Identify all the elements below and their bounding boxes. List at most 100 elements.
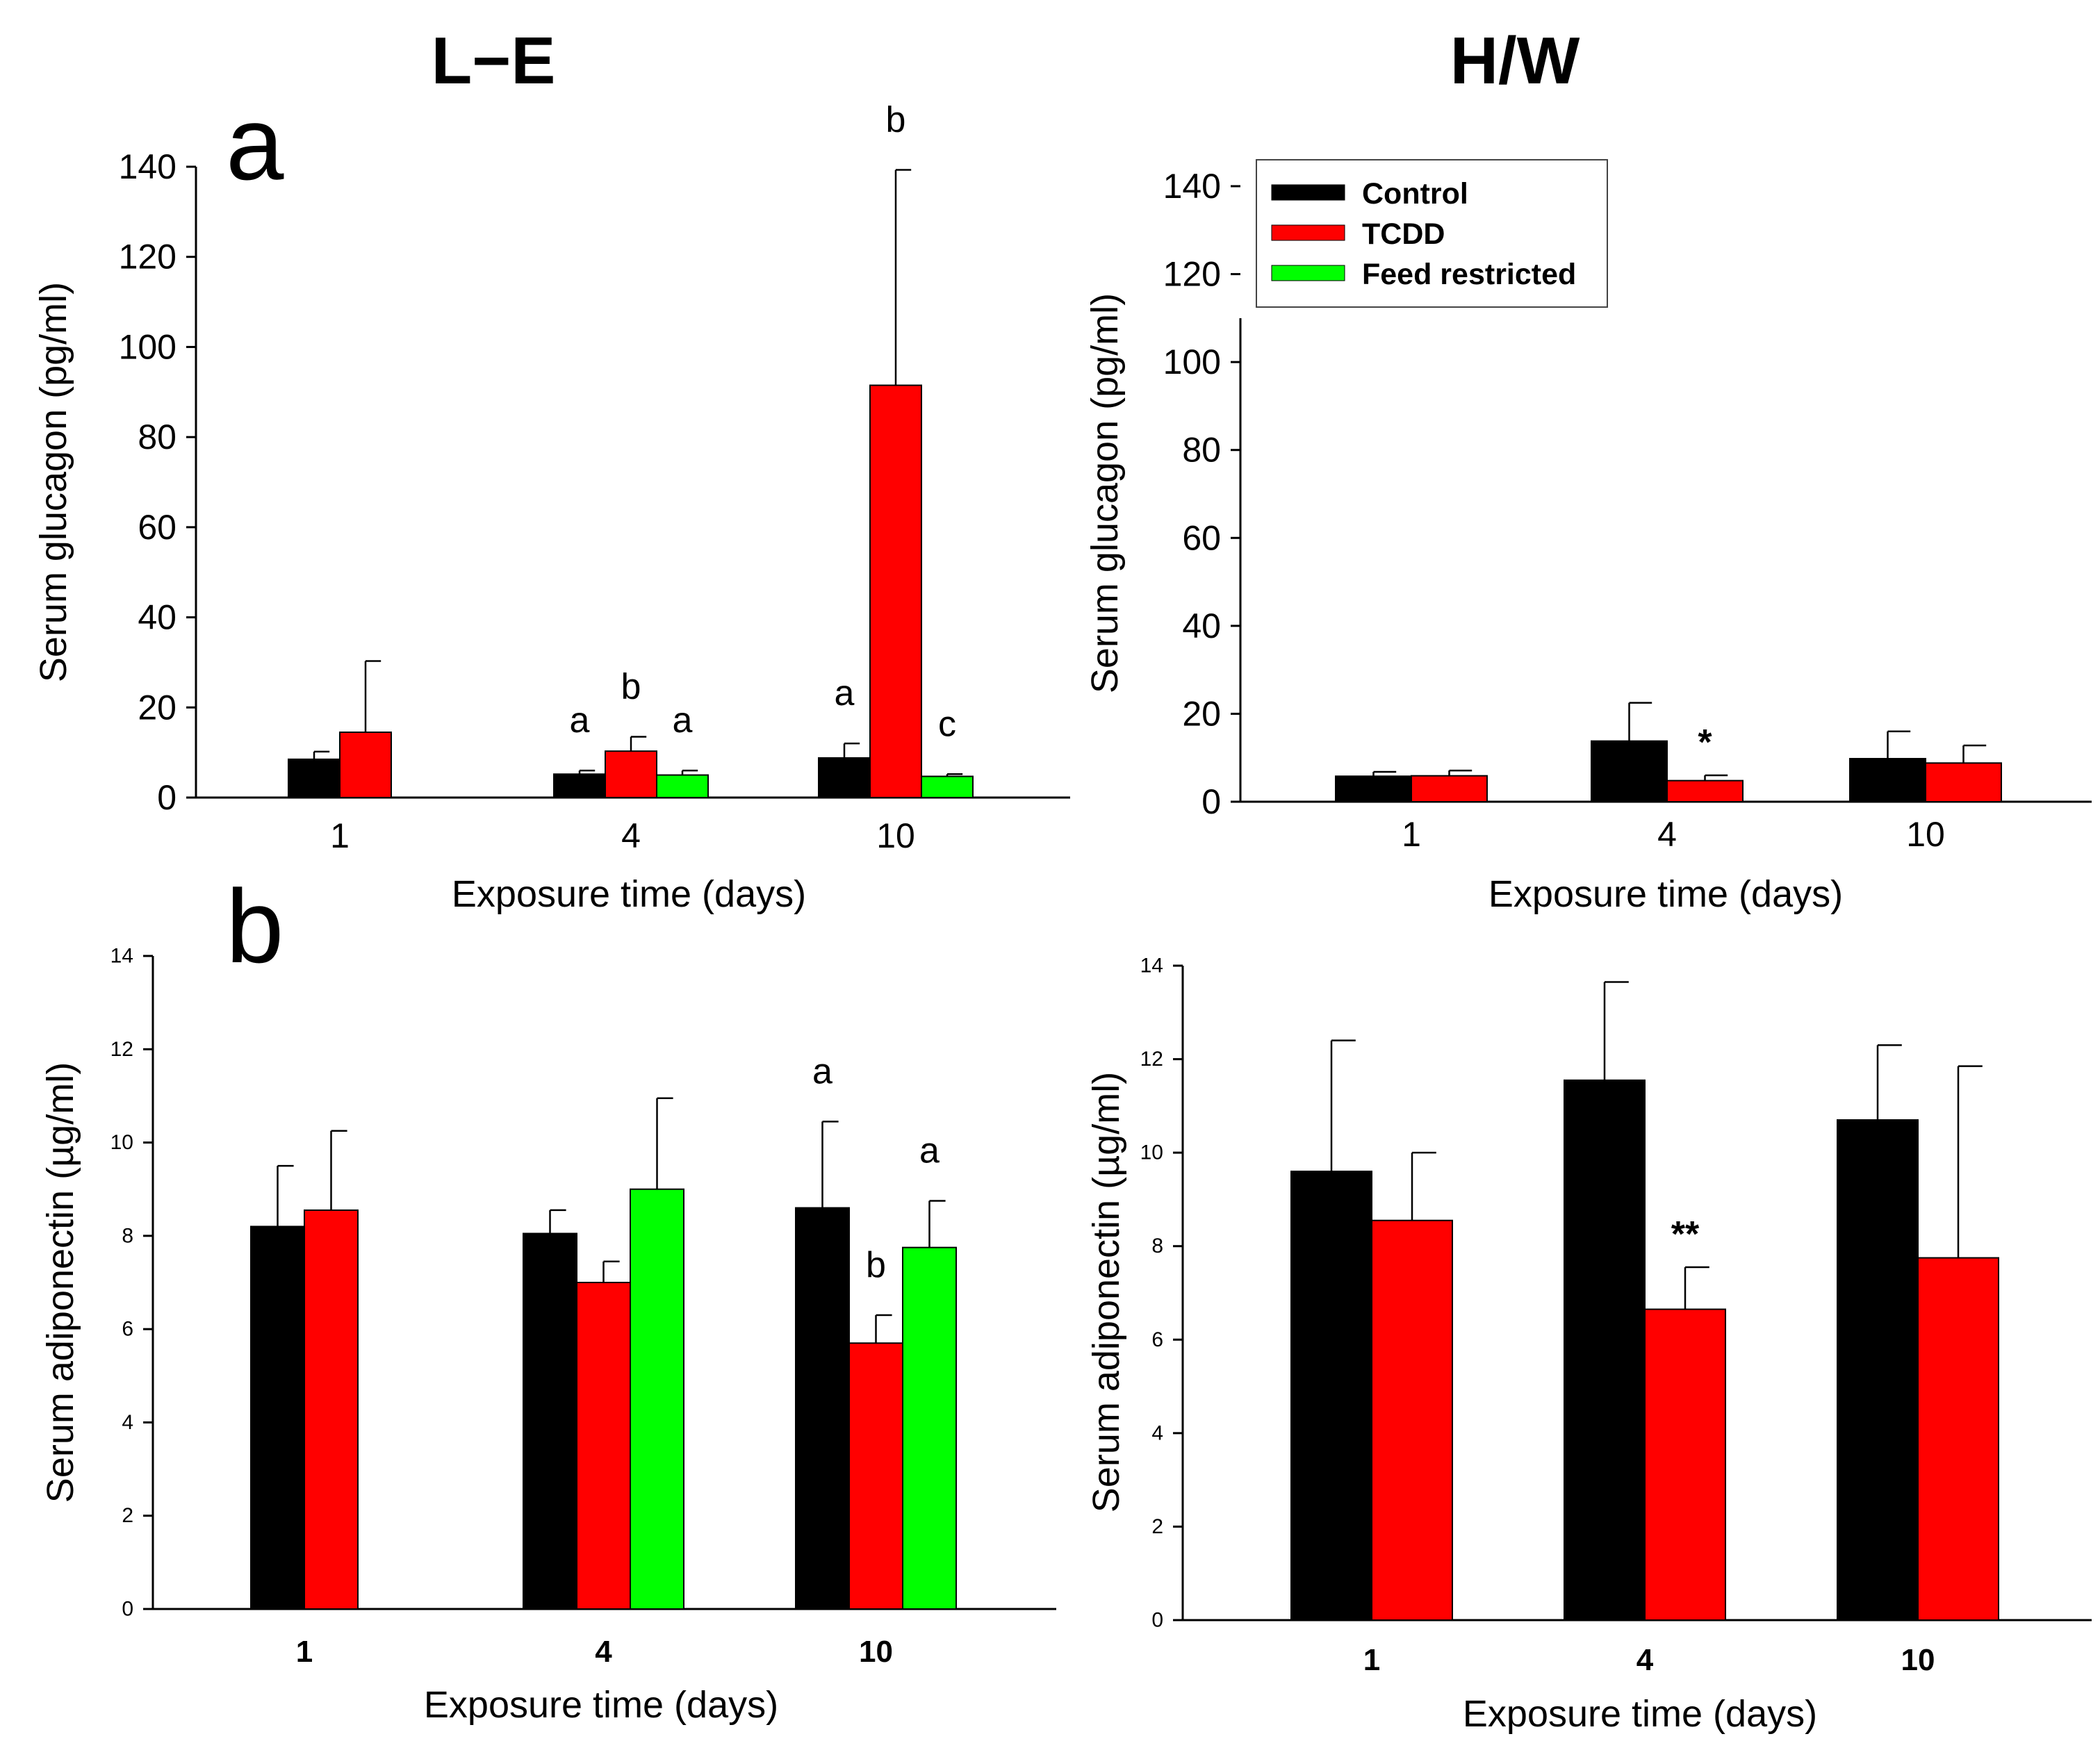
y-tick-label: 100 <box>119 327 177 366</box>
bar-feed-restricted-day-4 <box>630 1188 684 1610</box>
legend-swatch-feed-restricted <box>1271 265 1345 281</box>
significance-label: * <box>1698 723 1712 763</box>
bar-control-day-4 <box>523 1232 577 1610</box>
adiponectin-hw-chart: 0 2 4 6 8 10 12 14 1 ** 4 10 Exposure time (days) Ser… <box>1085 955 2092 1735</box>
y-tick-label: 20 <box>138 688 177 727</box>
bar-feed-restricted-day-10 <box>921 775 974 798</box>
x-tick-label: 1 <box>1402 815 1421 854</box>
x-tick-label: 4 <box>1657 815 1677 854</box>
y-tick-label: 10 <box>110 1131 133 1154</box>
y-tick-label: 0 <box>1151 1609 1163 1632</box>
bar-control-day-10 <box>818 757 871 798</box>
y-tick-label: 14 <box>1140 955 1163 977</box>
y-tick-label: 100 <box>1163 343 1221 381</box>
column-title-left: L−E <box>432 24 556 98</box>
significance-label: b <box>866 1245 886 1285</box>
legend-label-feed-restricted: Feed restricted <box>1362 258 1576 291</box>
bar-control-day-10 <box>1837 1119 1919 1621</box>
x-tick-label: 1 <box>1363 1643 1380 1677</box>
y-tick-label: 2 <box>122 1504 133 1527</box>
bar-tcdd-day-1 <box>1411 775 1488 802</box>
y-tick-label: 20 <box>1182 694 1221 733</box>
bar-control-day-1 <box>250 1226 305 1610</box>
legend-swatch-control <box>1271 184 1345 201</box>
glucagon-hw-chart: 0 20 40 60 80 100 120 140 1 * 4 10 Exposure time (da… <box>1084 167 2092 915</box>
bar-control-day-4 <box>1564 1079 1646 1621</box>
y-tick-label: 0 <box>1201 782 1221 821</box>
x-tick-label: 4 <box>621 816 641 855</box>
y-axis-title: Serum glucagon (pg/ml) <box>33 282 74 682</box>
x-tick-label: 4 <box>1636 1643 1654 1677</box>
y-tick-label: 80 <box>138 418 177 456</box>
x-tick-label: 10 <box>1901 1643 1935 1677</box>
y-tick-label: 14 <box>110 945 133 968</box>
legend-swatch-tcdd <box>1271 224 1345 241</box>
y-axis-title: Serum adiponectin (µg/ml) <box>40 1062 81 1503</box>
bar-control-day-4 <box>1591 740 1668 803</box>
significance-label: a <box>570 700 590 741</box>
bar-control-day-4 <box>553 773 606 799</box>
y-tick-label: 10 <box>1140 1141 1163 1164</box>
y-tick-label: 0 <box>122 1598 133 1621</box>
x-axis-title: Exposure time (days) <box>1488 873 1843 915</box>
bar-control-day-1 <box>1290 1171 1372 1621</box>
bar-tcdd-day-4 <box>576 1282 631 1610</box>
y-tick-label: 60 <box>1182 518 1221 557</box>
bar-tcdd-day-4 <box>1644 1308 1726 1622</box>
bar-tcdd-day-4 <box>605 750 657 798</box>
bar-control-day-10 <box>795 1207 850 1610</box>
significance-label: c <box>938 704 956 744</box>
significance-label: ** <box>1671 1214 1700 1255</box>
y-axis-title: Serum adiponectin (µg/ml) <box>1085 1072 1127 1512</box>
y-tick-label: 6 <box>1151 1328 1163 1351</box>
y-tick-label: 12 <box>110 1038 133 1061</box>
bar-control-day-1 <box>1335 775 1412 803</box>
x-tick-label: 1 <box>296 1635 313 1669</box>
bar-tcdd-day-1 <box>1371 1219 1453 1621</box>
legend: Control TCDD Feed restricted <box>1256 159 1608 308</box>
panel-letter-a: a <box>226 85 284 201</box>
bar-feed-restricted-day-4 <box>656 774 709 798</box>
bar-tcdd-day-10 <box>1925 762 2002 803</box>
y-tick-label: 12 <box>1140 1048 1163 1071</box>
y-tick-label: 8 <box>122 1224 133 1247</box>
y-tick-label: 4 <box>122 1411 133 1434</box>
significance-label: a <box>919 1131 940 1171</box>
x-tick-label: 10 <box>1906 815 1945 854</box>
y-tick-label: 140 <box>1163 167 1221 206</box>
y-tick-label: 40 <box>1182 607 1221 645</box>
bar-tcdd-day-10 <box>869 384 922 798</box>
legend-label-control: Control <box>1362 177 1468 211</box>
x-axis-title: Exposure time (days) <box>1463 1693 1817 1735</box>
y-tick-label: 120 <box>1163 255 1221 294</box>
y-tick-label: 4 <box>1151 1421 1163 1444</box>
x-axis-title: Exposure time (days) <box>424 1684 778 1726</box>
column-title-right: H/W <box>1450 24 1580 98</box>
y-tick-label: 140 <box>119 147 177 186</box>
x-axis-title: Exposure time (days) <box>452 873 806 915</box>
panel-letter-b: b <box>226 868 284 984</box>
significance-label: a <box>812 1051 832 1091</box>
bar-tcdd-day-1 <box>339 731 392 799</box>
y-tick-label: 80 <box>1182 431 1221 470</box>
x-tick-label: 1 <box>330 816 350 855</box>
x-tick-label: 10 <box>859 1635 893 1669</box>
bar-tcdd-day-4 <box>1666 779 1744 802</box>
significance-label: b <box>621 666 641 707</box>
bar-control-day-1 <box>288 758 341 799</box>
legend-label-tcdd: TCDD <box>1362 217 1445 251</box>
y-tick-label: 120 <box>119 238 177 277</box>
y-tick-label: 2 <box>1151 1515 1163 1538</box>
y-tick-label: 40 <box>138 598 177 637</box>
bar-tcdd-day-10 <box>1917 1257 1999 1622</box>
bar-feed-restricted-day-10 <box>902 1246 957 1610</box>
significance-label: a <box>673 700 693 741</box>
bar-control-day-10 <box>1849 757 1926 802</box>
y-axis-title: Serum glucagon (pg/ml) <box>1084 293 1126 693</box>
bar-tcdd-day-10 <box>848 1342 903 1610</box>
y-tick-label: 0 <box>157 778 177 817</box>
y-tick-label: 6 <box>122 1318 133 1341</box>
